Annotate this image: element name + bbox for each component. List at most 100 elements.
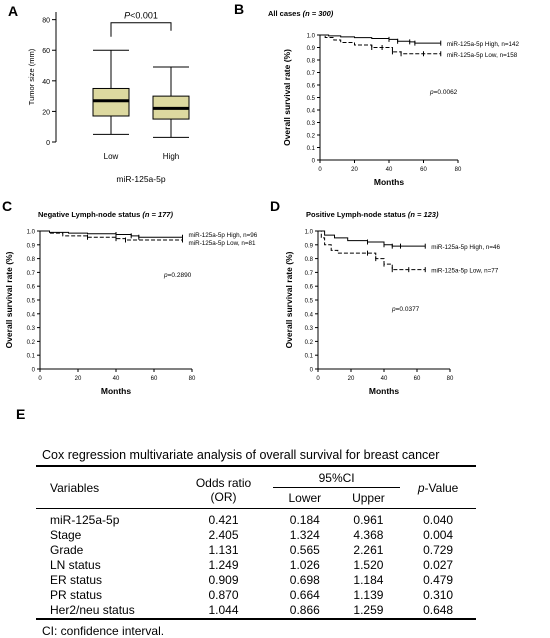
y-axis-label: Overall survival rate (%) (282, 49, 292, 146)
chart-title: Positive Lymph-node status (n = 123) (306, 210, 439, 219)
x-tick-label: 60 (420, 167, 427, 173)
y-tick-label: 0.4 (305, 312, 314, 318)
cell-ci-upper: 1.259 (353, 603, 384, 617)
survival-chart-positive: D Positive Lymph-node status (n = 123) 0 0.… (270, 198, 501, 396)
cell-p-value: 0.479 (423, 573, 454, 587)
y-tick-label: 0.5 (307, 96, 316, 102)
table-footnote: CI: confidence interval. (42, 624, 165, 638)
x-tick-label: 80 (455, 167, 462, 173)
cell-odds-ratio: 1.131 (208, 543, 239, 557)
y-tick-label: 0.2 (307, 134, 316, 140)
cell-odds-ratio: 1.249 (208, 558, 239, 572)
header-p-value: p-Value (417, 480, 459, 495)
cell-ci-lower: 0.866 (289, 603, 320, 617)
table-row: ER status 0.909 0.698 1.184 0.479 (36, 573, 476, 588)
y-tick-label: 40 (42, 79, 50, 86)
survival-line-high (40, 230, 183, 238)
table-row: miR-125a-5p 0.421 0.184 0.961 0.040 (36, 509, 476, 529)
y-tick-label: 0.3 (307, 121, 316, 127)
table-title: Cox regression multivariate analysis of … (42, 448, 440, 462)
series-label: miR-125a-5p High, n=46 (431, 244, 500, 251)
cell-variable: miR-125a-5p (50, 513, 120, 527)
cell-variable: Grade (50, 543, 84, 557)
y-tick-label: 0.9 (305, 243, 314, 249)
significance-bracket (110, 22, 172, 37)
y-axis-label: Tumor size (mm) (27, 48, 36, 105)
y-tick-label: 0.7 (307, 71, 316, 77)
y-tick-label: 0.4 (27, 312, 36, 318)
y-axis-label: Overall survival rate (%) (4, 251, 14, 348)
x-tick-label: 20 (75, 376, 82, 382)
cell-variable: Her2/neu status (50, 603, 135, 617)
x-tick-label: 0 (316, 376, 320, 382)
panel-label: B (234, 1, 244, 17)
header-variables: Variables (50, 480, 100, 495)
y-tick-label: 0.8 (307, 59, 316, 65)
x-tick-label: 80 (447, 376, 454, 382)
cox-table-panel: Cox regression multivariate analysis of … (36, 448, 550, 638)
x-axis-label: Months (374, 177, 404, 187)
y-tick-label: 0 (312, 159, 316, 165)
panel-a: A 0 20 40 60 80 Tumor size (mm) Low High P<0.001 m… (0, 0, 200, 190)
y-tick-label: 0.1 (307, 146, 316, 152)
y-tick-label: 0.7 (27, 271, 36, 277)
y-tick-label: 60 (42, 48, 50, 55)
cell-p-value: 0.729 (423, 543, 454, 557)
survival-chart-all: B All cases (n = 300) 0 0.1 0.2 0.3 0.4 0.5 0.6 0… (234, 1, 520, 187)
header-lower: Lower (288, 491, 322, 505)
y-tick-label: 0.6 (307, 84, 316, 90)
table-row: LN status 1.249 1.026 1.520 0.027 (36, 558, 476, 573)
y-tick-label: 0 (32, 368, 36, 374)
x-tick-label: 40 (113, 376, 120, 382)
chart-title: Negative Lymph-node status (n = 177) (38, 210, 173, 219)
cell-ci-lower: 0.698 (289, 573, 320, 587)
y-tick-label: 0.7 (305, 271, 314, 277)
cell-p-value: 0.648 (423, 603, 454, 617)
cell-ci-upper: 0.961 (353, 513, 384, 527)
boxplot-chart: A 0 20 40 60 80 Tumor size (mm) Low High P<0.001 m… (8, 3, 190, 184)
survival-line-high (320, 34, 441, 44)
y-tick-label: 0.3 (305, 326, 314, 332)
x-axis-label: miR-125a-5p (116, 174, 165, 184)
cell-p-value: 0.027 (423, 558, 454, 572)
cell-ci-upper: 1.520 (353, 558, 384, 572)
table-body: miR-125a-5p 0.421 0.184 0.961 0.040 Stage 2.40… (36, 509, 476, 619)
cell-variable: Stage (50, 528, 82, 542)
survival-line-low (318, 230, 426, 271)
y-tick-label: 0 (46, 140, 50, 147)
box (92, 87, 130, 117)
y-tick-label: 0.5 (27, 299, 36, 305)
series-label: miR-125a-5p High, n=96 (189, 232, 258, 239)
panel-label: D (270, 198, 280, 214)
y-axis-label: Overall survival rate (%) (284, 251, 294, 348)
header-odds-ratio: Odds ratio (OR) (195, 475, 252, 504)
y-tick-label: 20 (42, 109, 50, 116)
y-tick-label: 0.6 (305, 285, 314, 291)
table-row: Her2/neu status 1.044 0.866 1.259 0.648 (36, 603, 476, 618)
panel-e-label: E (16, 406, 26, 422)
series-label: miR-125a-5p Low, n=77 (431, 268, 499, 275)
table-row: PR status 0.870 0.664 1.139 0.310 (36, 588, 476, 603)
y-tick-label: 1.0 (305, 230, 314, 236)
y-tick-label: 0.1 (305, 354, 314, 360)
y-tick-label: 0.2 (305, 340, 314, 346)
panel-d: D Positive Lymph-node status (n = 123) 0 0.… (268, 197, 550, 402)
table-row: Grade 1.131 0.565 2.261 0.729 (36, 543, 476, 558)
cell-ci-upper: 1.184 (353, 573, 384, 587)
cell-ci-upper: 2.261 (353, 543, 384, 557)
x-tick-label: 40 (386, 167, 393, 173)
cell-odds-ratio: 0.421 (208, 513, 239, 527)
y-tick-label: 0.5 (305, 299, 314, 305)
cell-ci-upper: 1.139 (353, 588, 384, 602)
cell-ci-lower: 0.565 (289, 543, 320, 557)
cell-variable: PR status (50, 588, 103, 602)
p-value-annotation: p=0.0062 (429, 89, 458, 96)
survival-chart-negative: C Negative Lymph-node status (n = 177) 0 0.… (2, 198, 258, 396)
x-tick-label: 80 (189, 376, 196, 382)
panel-b: B All cases (n = 300) 0 0.1 0.2 0.3 0.4 0.5 0.6 0… (232, 0, 550, 190)
cell-p-value: 0.310 (423, 588, 454, 602)
cell-ci-lower: 1.324 (289, 528, 320, 542)
cell-odds-ratio: 1.044 (208, 603, 239, 617)
x-tick-label: 60 (151, 376, 158, 382)
cell-odds-ratio: 0.870 (208, 588, 239, 602)
